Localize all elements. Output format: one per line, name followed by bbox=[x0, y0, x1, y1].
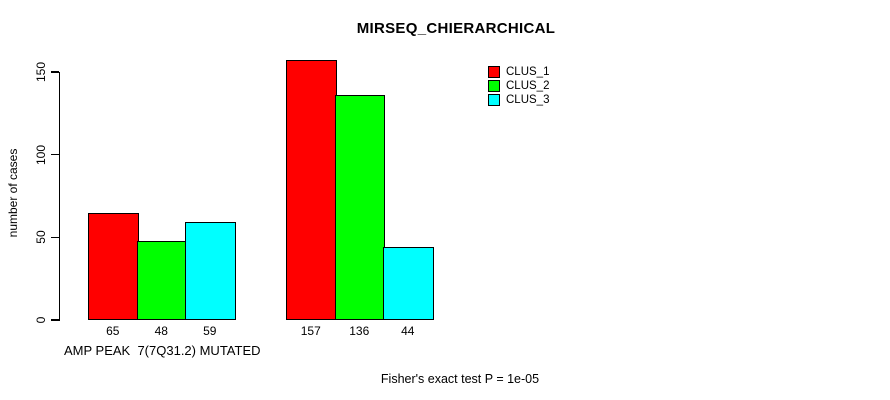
legend: CLUS_1 CLUS_2 CLUS_3 bbox=[488, 65, 549, 107]
legend-label: CLUS_1 bbox=[506, 66, 550, 78]
bar-value-label: 44 bbox=[401, 324, 415, 338]
y-axis-tick bbox=[50, 71, 59, 73]
y-axis-title: number of cases bbox=[6, 148, 20, 238]
legend-swatch-clus_1 bbox=[488, 66, 500, 78]
y-axis-line bbox=[58, 72, 60, 321]
y-axis-tick-label: 50 bbox=[34, 230, 48, 245]
bar-clus_2-group2 bbox=[334, 95, 385, 320]
bar-clus_1-group1 bbox=[88, 212, 139, 320]
legend-item: CLUS_1 bbox=[488, 65, 549, 79]
y-axis-tick bbox=[50, 319, 59, 321]
legend-label: CLUS_2 bbox=[506, 80, 550, 92]
legend-item: CLUS_3 bbox=[488, 93, 549, 107]
bar-clus_2-group1 bbox=[136, 240, 187, 320]
y-axis-tick-label: 150 bbox=[34, 61, 48, 83]
bar-value-label: 157 bbox=[300, 324, 321, 338]
footnote-pvalue: Fisher's exact test P = 1e-05 bbox=[380, 372, 540, 386]
legend-item: CLUS_2 bbox=[488, 79, 549, 93]
y-axis-tick bbox=[50, 153, 59, 156]
x-axis-group-label: AMP PEAK 7(7Q31.2) MUTATED bbox=[64, 343, 261, 358]
y-axis-tick bbox=[50, 236, 59, 239]
legend-label: CLUS_3 bbox=[506, 94, 550, 106]
legend-swatch-clus_3 bbox=[488, 94, 500, 106]
bar-value-label: 65 bbox=[106, 324, 120, 338]
bar-value-label: 48 bbox=[154, 324, 168, 338]
bar-clus_1-group2 bbox=[286, 60, 337, 320]
legend-swatch-clus_2 bbox=[488, 80, 500, 92]
chart-title: MIRSEQ_CHIERARCHICAL bbox=[356, 20, 556, 37]
bar-value-label: 136 bbox=[349, 324, 370, 338]
bar-value-label: 59 bbox=[203, 324, 217, 338]
y-axis-tick-label: 100 bbox=[34, 144, 48, 165]
y-axis-tick-label: 0 bbox=[34, 316, 48, 324]
bar-clus_3-group1 bbox=[185, 222, 236, 320]
bar-clus_3-group2 bbox=[383, 247, 434, 320]
